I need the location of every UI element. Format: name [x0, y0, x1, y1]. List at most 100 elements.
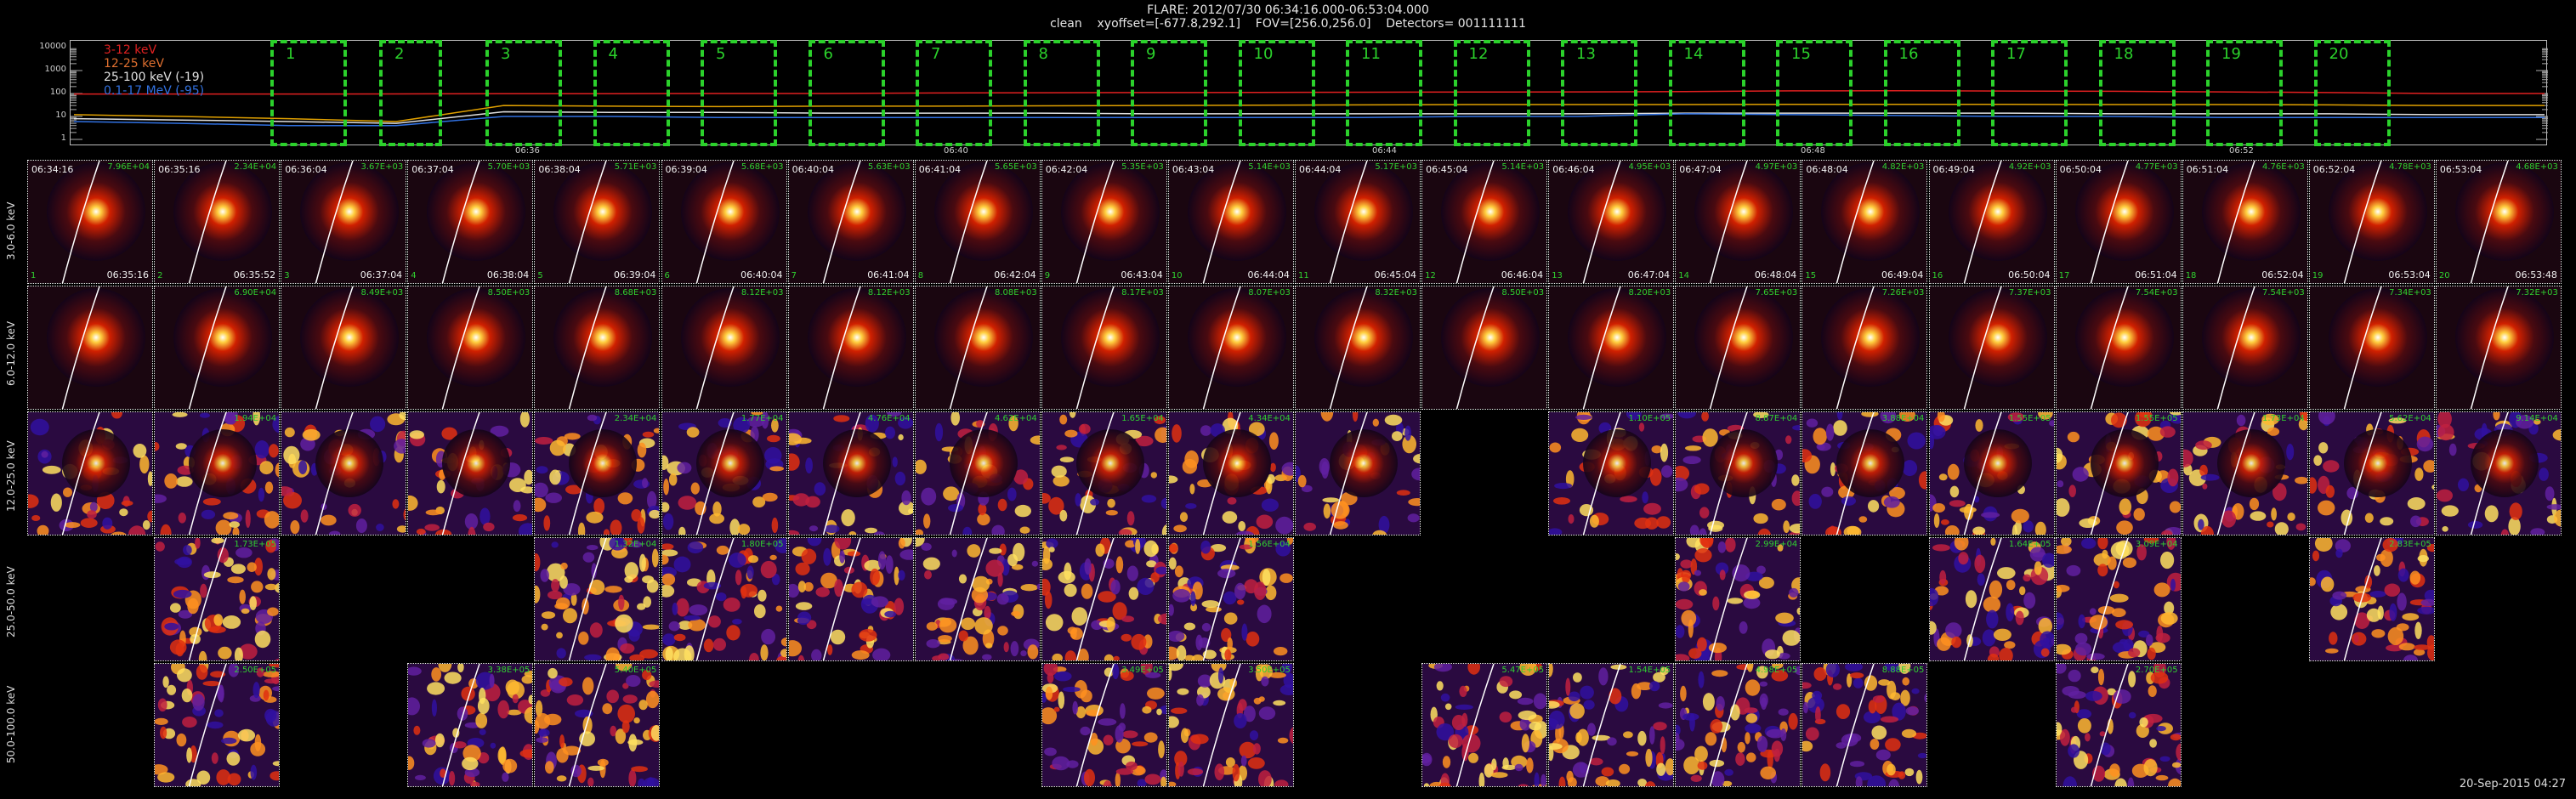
image-tile[interactable]: 3.09E+04 — [2055, 537, 2182, 661]
image-tile[interactable]: 3.50E+05 — [1167, 663, 1294, 787]
image-tile[interactable] — [27, 286, 153, 410]
image-tile[interactable]: 9.14E+04 — [2435, 411, 2562, 536]
tile-peak-value: 8.08E+03 — [995, 288, 1037, 298]
image-tile[interactable]: 8.07E+03 — [1167, 286, 1294, 410]
image-tile[interactable]: 7.54E+03 — [2182, 286, 2308, 410]
image-tile[interactable]: 1.65E+04 — [1041, 411, 1167, 536]
image-tile[interactable]: 2.70E+05 — [2055, 663, 2182, 787]
noise-blob — [176, 733, 187, 747]
image-tile[interactable]: 5.47E+05 — [1421, 663, 1548, 787]
image-tile[interactable] — [1041, 537, 1167, 661]
noise-blob — [1041, 493, 1051, 504]
image-tile[interactable]: 8.08E+03 — [914, 286, 1041, 410]
image-tile[interactable]: 4.77E+03 06:50:04 06:51:04 17 — [2055, 160, 2182, 284]
image-tile[interactable]: 7.34E+03 — [2308, 286, 2435, 410]
noise-blob — [1058, 570, 1075, 584]
image-tile[interactable]: 8.50E+03 — [407, 286, 534, 410]
image-tile[interactable]: 8.32E+03 — [1295, 286, 1421, 410]
image-tile[interactable]: 3.67E+03 06:36:04 06:37:04 3 — [281, 160, 407, 284]
image-tile[interactable]: 7.32E+03 — [2435, 286, 2562, 410]
image-tile[interactable]: 8.68E+03 — [534, 286, 661, 410]
image-tile[interactable] — [914, 537, 1041, 661]
image-tile[interactable]: 1.77E+04 — [661, 411, 787, 536]
image-tile[interactable]: 1.55E+05 — [1928, 411, 2055, 536]
image-tile[interactable]: 6.90E+04 — [154, 286, 281, 410]
image-tile[interactable]: 1.55E+05 — [2055, 411, 2182, 536]
noise-blob — [1402, 434, 1416, 454]
image-tile[interactable]: 5.70E+03 06:37:04 06:38:04 4 — [407, 160, 534, 284]
image-tile[interactable]: 4.92E+03 06:49:04 06:50:04 16 — [1928, 160, 2055, 284]
image-tile[interactable]: 7.96E+04 06:34:16 06:35:16 1 — [27, 160, 153, 284]
image-tile[interactable] — [1295, 411, 1421, 536]
image-tile[interactable]: 4.95E+03 06:46:04 06:47:04 13 — [1548, 160, 1675, 284]
image-tile[interactable]: 7.65E+03 — [1675, 286, 1801, 410]
tile-end-time: 06:51:04 — [2135, 269, 2177, 280]
image-tile[interactable]: 2.99E+04 — [1675, 537, 1801, 661]
noise-blob — [524, 706, 533, 724]
image-tile[interactable]: 4.97E+03 06:47:04 06:48:04 14 — [1675, 160, 1801, 284]
image-tile[interactable]: 5.71E+03 06:38:04 06:39:04 5 — [534, 160, 661, 284]
image-tile[interactable]: 8.88E+05 — [1801, 663, 1928, 787]
image-tile[interactable] — [407, 411, 534, 536]
image-tile[interactable]: 7.26E+03 — [1801, 286, 1928, 410]
image-tile[interactable] — [27, 411, 153, 536]
image-tile[interactable]: 4.76E+04 — [787, 411, 914, 536]
image-tile[interactable]: 8.12E+03 — [787, 286, 914, 410]
solar-limb — [822, 412, 861, 535]
image-tile[interactable]: 8.50E+03 — [1421, 286, 1548, 410]
image-tile[interactable]: 5.40E+05 — [534, 663, 661, 787]
image-tile[interactable]: 4.98E+05 — [1675, 663, 1801, 787]
tile-image — [1676, 538, 1801, 660]
noise-blob — [2037, 412, 2053, 420]
image-tile[interactable]: 5.65E+03 06:41:04 06:42:04 8 — [914, 160, 1041, 284]
image-tile[interactable]: 2.34E+04 — [534, 411, 661, 536]
noise-blob — [834, 538, 851, 550]
image-tile[interactable]: 5.17E+03 06:44:04 06:45:04 11 — [1295, 160, 1421, 284]
image-tile[interactable]: 4.68E+03 06:53:04 06:53:48 20 — [2435, 160, 2562, 284]
noise-blob — [1878, 679, 1891, 686]
image-tile[interactable]: 8.17E+03 — [1041, 286, 1167, 410]
image-tile[interactable]: 5.63E+03 06:40:04 06:41:04 7 — [787, 160, 914, 284]
image-tile[interactable]: 2.50E+05 — [154, 663, 281, 787]
image-tile[interactable]: 1.80E+05 — [661, 537, 787, 661]
image-tile[interactable]: 2.83E+05 — [2308, 537, 2435, 661]
image-tile[interactable]: 1.56E+04 — [1167, 537, 1294, 661]
image-tile[interactable] — [787, 537, 914, 661]
noise-blob — [1020, 584, 1038, 592]
image-tile[interactable]: 4.76E+03 06:51:04 06:52:04 18 — [2182, 160, 2308, 284]
image-tile[interactable]: 8.12E+03 — [661, 286, 787, 410]
image-tile[interactable]: 4.82E+03 06:48:04 06:49:04 15 — [1801, 160, 1928, 284]
image-tile[interactable]: 3.38E+05 — [407, 663, 534, 787]
image-tile[interactable]: 5.14E+03 06:45:04 06:46:04 12 — [1421, 160, 1548, 284]
image-tile[interactable]: 1.32E+04 — [534, 537, 661, 661]
image-tile[interactable]: 1.94E+04 — [154, 411, 281, 536]
image-tile[interactable]: 7.54E+03 — [2055, 286, 2182, 410]
image-tile[interactable]: 1.73E+05 — [154, 537, 281, 661]
image-tile[interactable]: 1.73E+04 — [2182, 411, 2308, 536]
noise-blob — [1190, 734, 1209, 745]
image-tile[interactable]: 7.37E+03 — [1928, 286, 2055, 410]
image-tile[interactable]: 8.20E+03 — [1548, 286, 1675, 410]
image-tile[interactable]: 1.54E+05 — [1548, 663, 1675, 787]
noise-blob — [1760, 766, 1777, 779]
image-tile[interactable]: 4.34E+04 — [1167, 411, 1294, 536]
image-tile[interactable]: 2.34E+04 06:35:16 06:35:52 2 — [154, 160, 281, 284]
tile-image — [2309, 286, 2434, 409]
image-tile[interactable]: 5.68E+03 06:39:04 06:40:04 6 — [661, 160, 787, 284]
noise-blob — [1973, 496, 1979, 503]
noise-blob — [1549, 743, 1563, 750]
image-tile[interactable]: 5.62E+04 — [2308, 411, 2435, 536]
image-tile[interactable]: 5.14E+03 06:43:04 06:44:04 10 — [1167, 160, 1294, 284]
image-tile[interactable]: 4.62E+04 — [914, 411, 1041, 536]
image-tile[interactable]: 1.64E+05 — [1928, 537, 2055, 661]
image-tile[interactable]: 4.78E+03 06:52:04 06:53:04 19 — [2308, 160, 2435, 284]
image-tile[interactable]: 3.49E+05 — [1041, 663, 1167, 787]
solar-limb — [1455, 161, 1495, 283]
noise-blob — [1573, 762, 1590, 778]
image-tile[interactable]: 5.35E+03 06:42:04 06:43:04 9 — [1041, 160, 1167, 284]
image-tile[interactable]: 8.87E+04 — [1675, 411, 1801, 536]
image-tile[interactable]: 8.49E+03 — [281, 286, 407, 410]
image-tile[interactable]: 3.88E+04 — [1801, 411, 1928, 536]
image-tile[interactable] — [281, 411, 407, 536]
image-tile[interactable]: 1.10E+05 — [1548, 411, 1675, 536]
